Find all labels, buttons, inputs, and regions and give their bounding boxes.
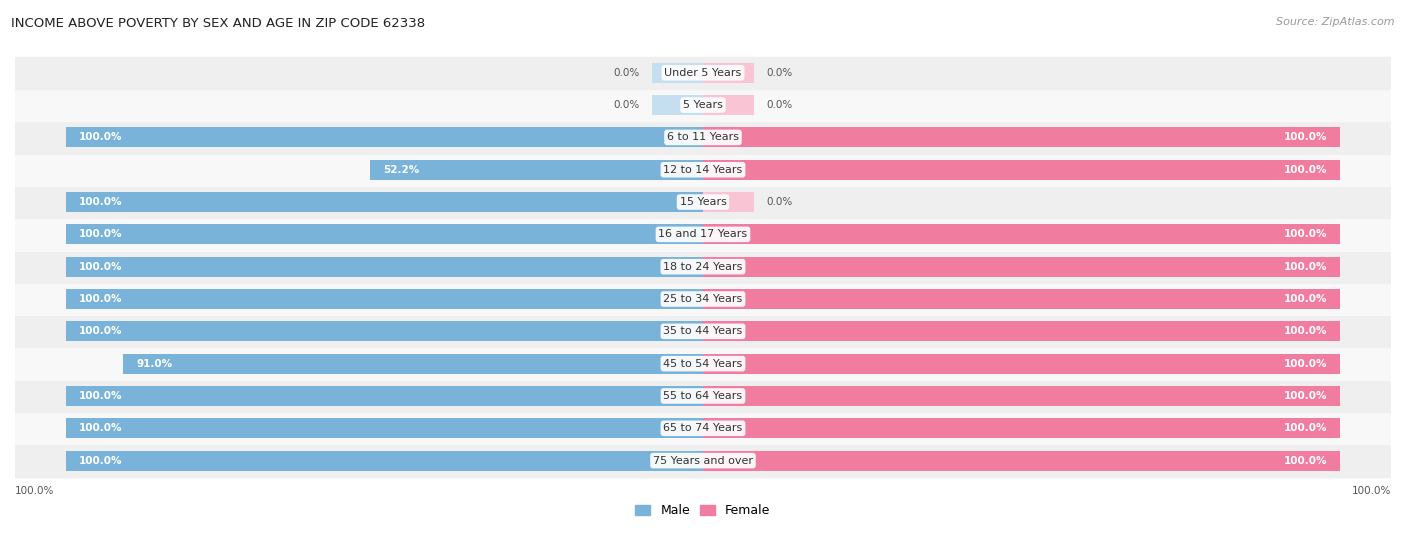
Text: 5 Years: 5 Years	[683, 100, 723, 110]
Bar	[370, 160, 703, 180]
Bar	[124, 354, 703, 373]
Bar	[703, 192, 754, 212]
Bar	[66, 321, 703, 342]
Text: 100.0%: 100.0%	[79, 229, 122, 239]
Text: 100.0%: 100.0%	[79, 132, 122, 143]
Bar	[703, 224, 1340, 244]
Bar	[703, 386, 1340, 406]
Text: 45 to 54 Years: 45 to 54 Years	[664, 359, 742, 368]
Text: 65 to 74 Years: 65 to 74 Years	[664, 423, 742, 433]
Text: 25 to 34 Years: 25 to 34 Years	[664, 294, 742, 304]
Text: 0.0%: 0.0%	[766, 197, 793, 207]
Text: 75 Years and over: 75 Years and over	[652, 456, 754, 466]
Text: 100.0%: 100.0%	[1284, 132, 1327, 143]
Text: 52.2%: 52.2%	[384, 165, 419, 175]
Text: 0.0%: 0.0%	[766, 100, 793, 110]
Bar	[66, 257, 703, 277]
Text: 100.0%: 100.0%	[79, 197, 122, 207]
Text: 55 to 64 Years: 55 to 64 Years	[664, 391, 742, 401]
Bar	[652, 63, 703, 83]
Bar	[66, 224, 703, 244]
Text: 0.0%: 0.0%	[613, 68, 640, 78]
Bar	[15, 154, 1391, 186]
Text: 100.0%: 100.0%	[1284, 423, 1327, 433]
Legend: Male, Female: Male, Female	[630, 499, 776, 522]
Text: Source: ZipAtlas.com: Source: ZipAtlas.com	[1277, 17, 1395, 27]
Bar	[652, 95, 703, 115]
Text: 35 to 44 Years: 35 to 44 Years	[664, 326, 742, 337]
Text: 100.0%: 100.0%	[1284, 359, 1327, 368]
Bar	[66, 418, 703, 438]
Text: 15 Years: 15 Years	[679, 197, 727, 207]
Bar	[703, 321, 1340, 342]
Text: 100.0%: 100.0%	[1284, 294, 1327, 304]
Text: 100.0%: 100.0%	[1284, 229, 1327, 239]
Text: 100.0%: 100.0%	[1284, 326, 1327, 337]
Bar	[15, 412, 1391, 444]
Text: 100.0%: 100.0%	[79, 391, 122, 401]
Text: 18 to 24 Years: 18 to 24 Years	[664, 262, 742, 272]
Bar	[703, 160, 1340, 180]
Bar	[15, 348, 1391, 380]
Text: 100.0%: 100.0%	[1284, 262, 1327, 272]
Bar	[15, 380, 1391, 412]
Text: 100.0%: 100.0%	[79, 262, 122, 272]
Bar	[703, 418, 1340, 438]
Bar	[15, 283, 1391, 315]
Text: 100.0%: 100.0%	[1351, 486, 1391, 496]
Text: 100.0%: 100.0%	[1284, 165, 1327, 175]
Bar	[703, 127, 1340, 148]
Text: 91.0%: 91.0%	[136, 359, 172, 368]
Text: 100.0%: 100.0%	[15, 486, 55, 496]
Text: Under 5 Years: Under 5 Years	[665, 68, 741, 78]
Bar	[15, 250, 1391, 283]
Bar	[15, 218, 1391, 250]
Bar	[15, 315, 1391, 348]
Text: 0.0%: 0.0%	[766, 68, 793, 78]
Text: 100.0%: 100.0%	[79, 294, 122, 304]
Text: INCOME ABOVE POVERTY BY SEX AND AGE IN ZIP CODE 62338: INCOME ABOVE POVERTY BY SEX AND AGE IN Z…	[11, 17, 426, 30]
Text: 100.0%: 100.0%	[79, 423, 122, 433]
Bar	[703, 289, 1340, 309]
Bar	[703, 354, 1340, 373]
Bar	[66, 127, 703, 148]
Text: 12 to 14 Years: 12 to 14 Years	[664, 165, 742, 175]
Text: 100.0%: 100.0%	[79, 456, 122, 466]
Bar	[703, 257, 1340, 277]
Bar	[66, 451, 703, 471]
Bar	[66, 192, 703, 212]
Bar	[15, 89, 1391, 121]
Bar	[703, 95, 754, 115]
Bar	[703, 63, 754, 83]
Bar	[15, 121, 1391, 154]
Bar	[15, 186, 1391, 218]
Bar	[703, 451, 1340, 471]
Bar	[66, 289, 703, 309]
Text: 100.0%: 100.0%	[79, 326, 122, 337]
Bar	[15, 444, 1391, 477]
Text: 0.0%: 0.0%	[613, 100, 640, 110]
Text: 6 to 11 Years: 6 to 11 Years	[666, 132, 740, 143]
Text: 100.0%: 100.0%	[1284, 456, 1327, 466]
Text: 16 and 17 Years: 16 and 17 Years	[658, 229, 748, 239]
Text: 100.0%: 100.0%	[1284, 391, 1327, 401]
Bar	[66, 386, 703, 406]
Bar	[15, 56, 1391, 89]
